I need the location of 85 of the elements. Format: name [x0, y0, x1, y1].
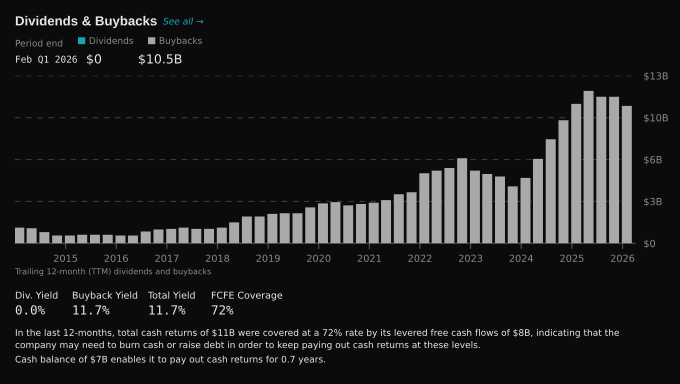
bar — [622, 106, 632, 244]
bar — [394, 194, 404, 244]
text: In the last 12-months, total cash returns of $11B were covered at a 72% rate by its levered free cash flows of $8B, indicating that the company may need to burn cash or raise debt in order to keep paying out cash returns at these levels. — [16, 329, 619, 350]
bar — [140, 232, 151, 244]
x-tick-label: 2016 — [104, 254, 128, 262]
bar — [191, 228, 202, 244]
text: 72% — [212, 305, 234, 314]
bar — [532, 158, 543, 244]
bar — [267, 214, 278, 244]
bar — [520, 178, 530, 244]
bar — [609, 96, 620, 244]
bar — [419, 173, 430, 244]
legend-label: Buybacks — [160, 37, 202, 46]
bar — [596, 96, 606, 244]
bar — [381, 200, 392, 244]
bar — [292, 213, 302, 244]
text: Period end — [16, 40, 62, 47]
y-tick-label: $0 — [644, 240, 656, 248]
bar — [204, 228, 214, 244]
text: Feb Q1 2026 — [16, 55, 77, 64]
text: $0 — [87, 54, 102, 66]
bar — [77, 234, 88, 244]
bar — [52, 235, 62, 244]
bar — [102, 234, 113, 244]
bar — [26, 228, 37, 244]
text: Div. Yield — [16, 291, 58, 299]
x-tick-label: 2020 — [307, 254, 330, 262]
x-tick-label: 2023 — [458, 254, 482, 262]
bar — [305, 207, 316, 244]
bar — [318, 203, 328, 244]
bar — [368, 202, 379, 244]
y-tick-label: $6B — [644, 156, 662, 165]
x-tick-label: 2024 — [510, 254, 534, 262]
bar — [242, 216, 252, 244]
x-tick-label: 2017 — [155, 254, 178, 262]
bar — [343, 205, 354, 244]
bar — [558, 120, 568, 244]
bar — [64, 235, 75, 244]
text: Buyback Yield — [72, 291, 138, 301]
chart-title: Dividends & Buybacks — [16, 16, 157, 28]
bar — [15, 228, 24, 244]
bar — [115, 235, 126, 244]
x-tick-label: 2026 — [610, 254, 634, 262]
bar — [216, 228, 227, 244]
y-tick-label: $13B — [644, 72, 668, 81]
bar — [495, 176, 505, 244]
bar — [457, 158, 468, 244]
bar — [128, 235, 138, 244]
bar — [470, 170, 480, 244]
y-tick-label: $3B — [644, 198, 662, 207]
text: Trailing 12-month (TTM) dividends and buybacks — [14, 268, 211, 276]
bar — [166, 228, 176, 244]
x-tick-label: 2021 — [358, 254, 381, 262]
x-tick-label: 2015 — [54, 254, 78, 262]
x-tick-label: 2022 — [408, 254, 432, 262]
bar — [546, 139, 556, 244]
text: 11.7% — [150, 305, 186, 314]
bar — [444, 168, 454, 244]
bar — [229, 222, 240, 244]
legend-label: Dividends — [90, 37, 134, 44]
bar — [153, 230, 164, 244]
y-tick-label: $10B — [644, 114, 668, 123]
x-tick-label: 2019 — [256, 254, 280, 262]
text: $10.5B — [139, 54, 182, 66]
bar — [90, 234, 100, 244]
bar — [482, 174, 492, 244]
x-tick-label: 2018 — [206, 254, 230, 262]
bar — [178, 228, 189, 244]
text: Cash balance of $7B enables it to pay out cash returns for 0.7 years. — [16, 356, 326, 364]
text: See all → — [163, 18, 204, 25]
bar — [356, 204, 366, 244]
text: 0.0% — [16, 305, 45, 315]
bar — [584, 90, 594, 244]
bar — [330, 202, 340, 244]
bar — [432, 170, 442, 244]
bar — [571, 104, 582, 244]
bar — [406, 192, 417, 244]
bar — [280, 213, 290, 244]
bar — [39, 232, 50, 244]
bar — [254, 216, 265, 244]
text: 11.7% — [74, 305, 110, 314]
text: Total Yield — [148, 291, 195, 299]
x-tick-label: 2025 — [560, 254, 584, 262]
text: FCFE Coverage — [212, 292, 282, 301]
bar — [508, 186, 518, 244]
